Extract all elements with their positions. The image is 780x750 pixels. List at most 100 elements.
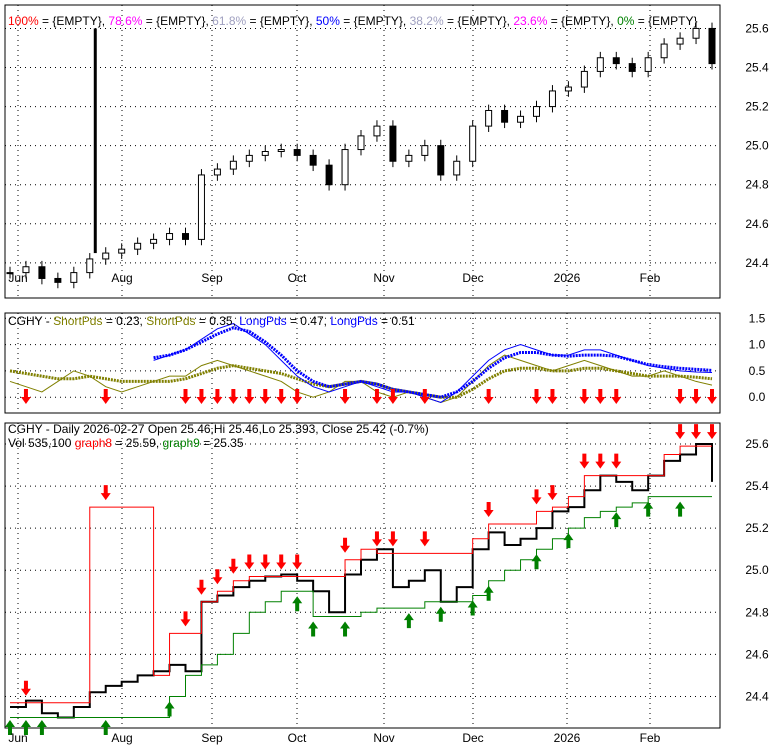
sell-arrow xyxy=(228,558,239,574)
legend-level: 50% xyxy=(316,14,340,28)
candle-body xyxy=(102,252,110,260)
x-tick-label: Oct xyxy=(288,731,307,745)
candle-body xyxy=(6,272,14,275)
candle-body xyxy=(612,57,620,65)
candle-body xyxy=(501,109,509,123)
buy-arrow xyxy=(435,606,446,622)
candle-body xyxy=(118,248,126,254)
sell-arrow xyxy=(531,489,542,505)
candle-body xyxy=(245,154,253,162)
sell-marker xyxy=(228,389,239,404)
series-value: = 0.35, xyxy=(196,314,240,328)
candle-body xyxy=(676,37,684,45)
candle-body xyxy=(580,70,588,88)
sell-arrow xyxy=(180,611,191,627)
legend-level: 23.6% xyxy=(513,14,547,28)
sell-marker xyxy=(371,389,382,404)
indicator-legend: CGHY - ShortPds = 0.23, ShortPds = 0.35,… xyxy=(8,314,415,328)
x-tick-label: Jun xyxy=(8,731,27,745)
candle-body xyxy=(533,106,540,117)
sell-marker xyxy=(707,389,717,404)
buy-arrow xyxy=(675,501,686,517)
sell-arrow xyxy=(611,453,622,469)
candle-body xyxy=(22,266,30,274)
candle-body xyxy=(86,258,94,274)
signal-title: CGHY - Daily 2026-02-27 Open 25.46,Hi 25… xyxy=(8,422,429,436)
y-tick-label: 25.6 xyxy=(745,21,769,35)
sell-marker xyxy=(691,389,702,404)
x-tick-label: Feb xyxy=(640,731,661,745)
sell-arrow xyxy=(196,579,207,595)
candle-body xyxy=(325,164,333,186)
sell-marker xyxy=(100,389,111,404)
buy-arrow xyxy=(340,621,351,637)
series-value: = 0.51 xyxy=(378,314,415,328)
candle-body xyxy=(517,115,525,123)
price-legend: 100% = {EMPTY}, 78.6% = {EMPTY}, 61.8% =… xyxy=(8,14,697,28)
buy-arrow xyxy=(403,613,414,629)
candle-body xyxy=(150,238,158,244)
candle-body xyxy=(229,160,237,170)
graph8-line xyxy=(10,445,712,704)
sell-arrow xyxy=(387,531,398,547)
sell-arrow xyxy=(547,485,558,501)
buy-arrow xyxy=(164,701,175,717)
candle-body xyxy=(166,233,174,240)
candle-body xyxy=(469,125,477,162)
y-tick-label: 24.4 xyxy=(745,256,769,270)
sell-marker xyxy=(483,389,494,404)
buy-arrow xyxy=(100,720,111,735)
sell-arrow xyxy=(675,424,686,440)
candle-body xyxy=(660,43,668,59)
sell-marker xyxy=(595,389,606,404)
sell-arrow xyxy=(212,569,223,585)
legend-level: 100% xyxy=(8,14,39,28)
y-tick-label: 0.5 xyxy=(749,364,766,378)
candle-body xyxy=(437,145,445,176)
buy-arrow xyxy=(643,501,654,517)
candle-body xyxy=(341,149,349,186)
sell-arrow xyxy=(100,485,111,501)
y-tick-label: 25.0 xyxy=(745,563,769,577)
y-tick-label: 25.4 xyxy=(745,479,769,493)
series-value: = 0.23, xyxy=(102,314,146,328)
candle-body xyxy=(564,86,572,92)
buy-arrow xyxy=(308,621,319,637)
candle-body xyxy=(70,272,78,283)
sell-marker xyxy=(579,389,590,404)
x-tick-label: Sep xyxy=(201,731,223,745)
y-tick-label: 24.8 xyxy=(745,178,769,192)
y-tick-label: 0.0 xyxy=(749,390,766,404)
buy-arrow xyxy=(5,720,15,735)
sell-arrow xyxy=(579,453,590,469)
sell-marker xyxy=(276,389,287,404)
sell-arrow xyxy=(707,424,717,440)
legend-value: = {EMPTY}, xyxy=(142,14,212,28)
spike-bar xyxy=(93,28,97,254)
legend-value: = {EMPTY}, xyxy=(340,14,410,28)
candle-body xyxy=(453,160,461,176)
x-tick-label: Dec xyxy=(462,271,483,285)
candle-body xyxy=(357,135,365,151)
sell-arrow xyxy=(20,680,31,696)
buy-arrow xyxy=(563,533,574,549)
sell-arrow xyxy=(260,554,271,570)
candle-body xyxy=(405,154,413,162)
y-tick-label: 24.4 xyxy=(745,689,769,703)
x-tick-label: Aug xyxy=(111,731,132,745)
candle-body xyxy=(548,90,556,108)
sell-marker xyxy=(180,389,191,404)
series-label: ShortPds xyxy=(53,314,102,328)
candle-body xyxy=(213,168,221,176)
candle-body xyxy=(708,27,716,65)
candle-body xyxy=(261,151,269,156)
x-tick-label: Nov xyxy=(373,731,394,745)
buy-arrow xyxy=(483,585,494,601)
sell-arrow xyxy=(371,531,382,547)
candle-body xyxy=(644,57,652,72)
legend-level: 38.2% xyxy=(410,14,444,28)
y-tick-label: 25.0 xyxy=(745,139,769,153)
buy-arrow xyxy=(20,720,31,735)
